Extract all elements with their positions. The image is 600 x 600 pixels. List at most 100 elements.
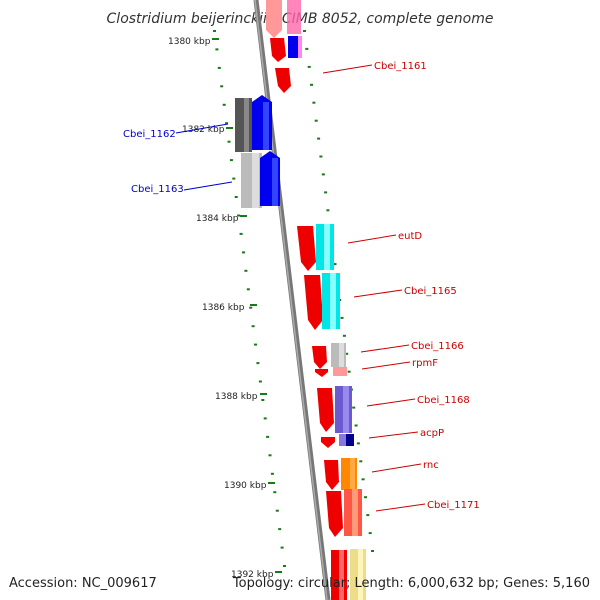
cds-eutd[interactable] [297,226,316,271]
cds-cbei-1166[interactable] [312,346,327,369]
label-acpp[interactable]: acpP [420,428,444,439]
cds-cbei-1168[interactable] [317,388,334,432]
scale-minor-tick [222,103,226,106]
scale-minor-tick [232,177,236,180]
scale-label-1388: 1388 kbp [215,392,258,402]
scale-minor-tick [251,325,255,328]
cds-acpp[interactable] [321,437,335,448]
scale-minor-tick [326,209,330,212]
scale-minor-tick [340,316,344,319]
label-eutd[interactable]: eutD [398,231,422,242]
cds-fragment-1[interactable] [266,0,282,38]
cds-fragment-2[interactable] [270,38,286,62]
scale-minor-tick [280,546,284,549]
label-cbei-1166[interactable]: Cbei_1166 [411,341,464,352]
scale-major-ticks [212,38,282,573]
scale-rail-left [213,30,286,567]
scale-minor-tick [307,65,311,68]
gene-fragment-1[interactable] [287,0,301,34]
scale-minor-tick [249,306,253,309]
scale-minor-tick [347,370,351,373]
scale-minor-tick [366,514,370,517]
scale-minor-tick [261,399,265,401]
scale-minor-tick [283,565,286,567]
label-cbei-1168[interactable]: Cbei_1168 [417,395,470,406]
scale-minor-tick [356,442,360,445]
scale-minor-tick [359,460,363,463]
scale-minor-tick [254,343,257,346]
scale-minor-tick [278,528,282,531]
label-rpmf[interactable]: rpmF [412,358,438,369]
gene-labels: Cbei_1161 Cbei_1162 Cbei_1163 eutD Cbei_… [123,61,480,511]
scale-minor-tick [258,380,262,383]
feature-bottom-fragment[interactable] [331,549,366,600]
genome-summary-text: Topology: circular; Length: 6,000,632 bp… [232,576,590,591]
scale-minor-tick [352,406,356,409]
scale-minor-tick [256,362,260,365]
scale-minor-tick [213,30,216,32]
scale-minor-tick [246,288,250,291]
scale-minor-tick [215,48,219,51]
scale-minor-tick [266,435,270,438]
scale-minor-tick [319,155,323,158]
label-cbei-1163[interactable]: Cbei_1163 [131,184,184,195]
label-connectors [175,64,426,512]
label-rnc[interactable]: rnc [423,460,439,471]
scale-minor-tick [371,550,374,552]
scale-minor-tick [237,214,241,217]
scale-minor-tick [263,417,267,420]
cds-cbei-1171[interactable] [326,491,343,537]
gene-fragment-2-edge [298,36,302,58]
cds-cbei-1161[interactable] [275,68,291,93]
accession-text: Accession: NC_009617 [9,576,157,591]
scale-minor-tick [342,334,346,337]
feature-eutd[interactable] [297,224,334,271]
feature-acpp[interactable] [321,434,354,448]
scale-minor-tick [312,101,316,104]
feature-top-fragment[interactable] [266,0,302,93]
scale-minor-tick [368,532,372,535]
scale-minor-tick [333,263,337,266]
scale-minor-tick [244,269,248,272]
scale-minor-tick [314,119,318,122]
gene-acpp[interactable] [339,434,347,446]
scale-labels: 1380 kbp 1382 kbp 1384 kbp 1386 kbp 1388… [168,37,274,580]
gene-rpmf[interactable] [333,367,347,376]
cds-rnc[interactable] [324,460,339,490]
scale-minor-tick [305,47,309,50]
scale-minor-tick [364,496,367,499]
label-cbei-1161[interactable]: Cbei_1161 [374,61,427,72]
scale-minor-tick [324,191,328,194]
scale-minor-tick [234,196,238,198]
scale-minor-tick [345,352,349,355]
scale-minor-tick [270,472,274,475]
feature-cbei-1163[interactable] [241,151,280,208]
scale-minor-tick [220,85,224,88]
feature-cbei-1162[interactable] [235,95,272,152]
label-cbei-1171[interactable]: Cbei_1171 [427,500,480,511]
scale-minor-tick [321,173,325,176]
cds-rpmf[interactable] [315,369,328,377]
scale-minor-tick [225,122,229,125]
scale-minor-tick [268,454,272,457]
feature-rnc[interactable] [324,458,357,490]
scale-minor-tick [227,140,231,143]
cds-cbei-1165[interactable] [304,275,323,330]
scale-label-1390: 1390 kbp [224,481,267,491]
label-cbei-1162[interactable]: Cbei_1162 [123,129,176,140]
scale-minor-tick [239,232,243,235]
scale-minor-tick [242,251,245,254]
feature-cbei-1171[interactable] [326,489,362,537]
gene-cbei-1162[interactable] [235,98,252,152]
scale-minor-tick [303,30,306,32]
feature-cbei-1168[interactable] [317,386,352,433]
scale-minor-tick [317,137,321,140]
feature-rpmf[interactable] [315,367,347,377]
scale-label-1392: 1392 kbp [231,570,274,580]
scale-label-1380: 1380 kbp [168,37,211,47]
label-cbei-1165[interactable]: Cbei_1165 [404,286,457,297]
feature-cbei-1165[interactable] [304,273,340,330]
scale-label-1386: 1386 kbp [202,303,245,313]
feature-cbei-1166[interactable] [312,343,346,369]
